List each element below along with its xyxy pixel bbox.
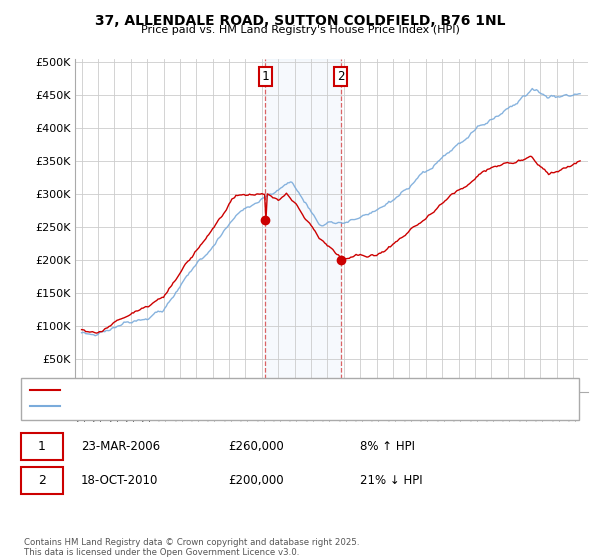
Bar xyxy=(265,59,341,392)
Text: Contains HM Land Registry data © Crown copyright and database right 2025.
This d: Contains HM Land Registry data © Crown c… xyxy=(24,538,359,557)
Text: £200,000: £200,000 xyxy=(228,474,284,487)
Text: HPI: Average price, detached house, Birmingham: HPI: Average price, detached house, Birm… xyxy=(66,401,323,411)
Text: 8% ↑ HPI: 8% ↑ HPI xyxy=(360,440,415,454)
Text: 2: 2 xyxy=(337,70,344,83)
Text: 2: 2 xyxy=(38,474,46,487)
Text: 18-OCT-2010: 18-OCT-2010 xyxy=(81,474,158,487)
Text: 37, ALLENDALE ROAD, SUTTON COLDFIELD, B76 1NL: 37, ALLENDALE ROAD, SUTTON COLDFIELD, B7… xyxy=(95,14,505,28)
Text: 37, ALLENDALE ROAD, SUTTON COLDFIELD, B76 1NL (detached house): 37, ALLENDALE ROAD, SUTTON COLDFIELD, B7… xyxy=(66,385,436,395)
Text: Price paid vs. HM Land Registry's House Price Index (HPI): Price paid vs. HM Land Registry's House … xyxy=(140,25,460,35)
Text: £260,000: £260,000 xyxy=(228,440,284,454)
Text: 1: 1 xyxy=(38,440,46,454)
Text: 23-MAR-2006: 23-MAR-2006 xyxy=(81,440,160,454)
Text: 1: 1 xyxy=(262,70,269,83)
Text: 21% ↓ HPI: 21% ↓ HPI xyxy=(360,474,422,487)
